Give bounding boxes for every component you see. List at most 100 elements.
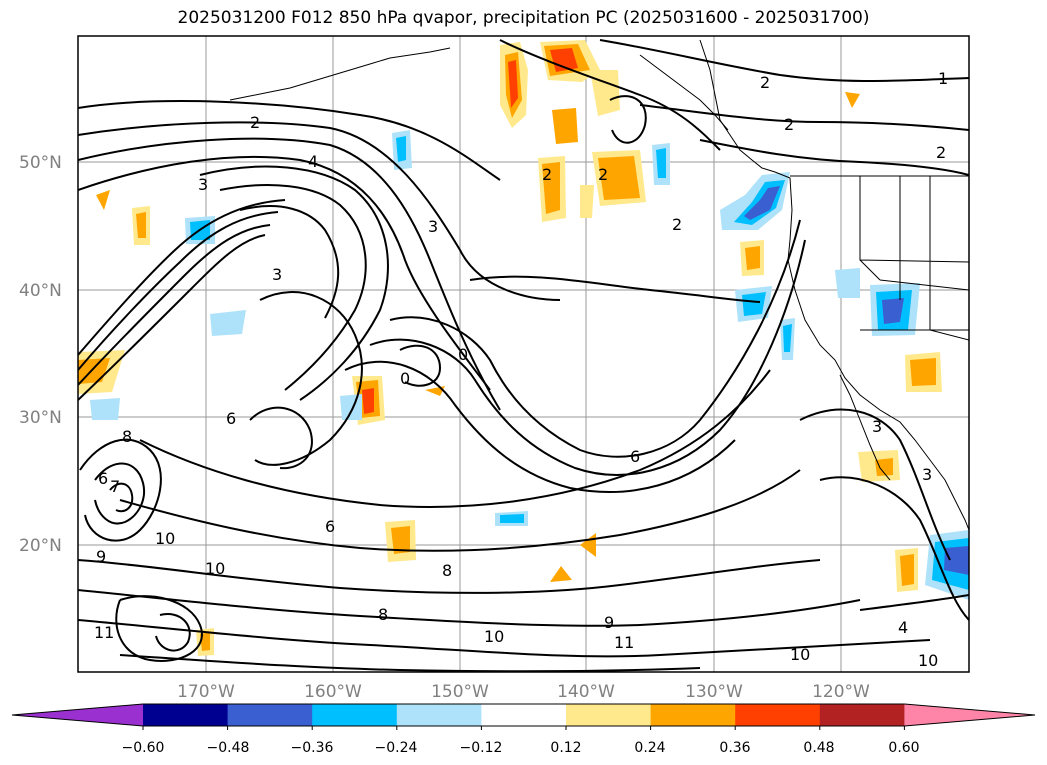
precip-positive-area bbox=[550, 48, 578, 72]
precip-positive-area bbox=[552, 108, 578, 144]
contour-label: 10 bbox=[155, 529, 175, 548]
figure-title: 2025031200 F012 850 hPa qvapor, precipit… bbox=[177, 8, 870, 28]
contour-label: 3 bbox=[922, 465, 932, 484]
precip-positive-area bbox=[910, 358, 936, 386]
contour-label: 3 bbox=[272, 265, 282, 284]
baja-peninsula-coastline bbox=[839, 374, 891, 481]
lat-label: 50°N bbox=[19, 153, 62, 173]
contour-label: 3 bbox=[428, 217, 438, 236]
colorbar-tick-label: 0.60 bbox=[888, 740, 919, 756]
north-america-coastline bbox=[699, 39, 969, 531]
colorbar-tick-label: −0.12 bbox=[460, 740, 503, 756]
contour-line bbox=[79, 438, 162, 542]
contour-labels: 1 2 2 2 2 2 2 2 3 3 3 3 3 4 4 6 6 6 6 7 … bbox=[94, 69, 948, 670]
contour-label: 0 bbox=[400, 369, 410, 388]
precip-positive-area bbox=[900, 554, 914, 586]
contour-label: 7 bbox=[110, 477, 120, 496]
contour-line bbox=[859, 594, 969, 611]
precip-negative-area bbox=[396, 136, 406, 162]
colorbar-segment bbox=[650, 704, 736, 726]
contour-label: 2 bbox=[542, 165, 552, 184]
alaska-panhandle bbox=[639, 54, 729, 131]
contour-label: 6 bbox=[630, 447, 640, 466]
contour-line bbox=[389, 219, 801, 458]
map-panel bbox=[78, 36, 969, 672]
precip-positive-area bbox=[136, 212, 146, 238]
colorbar-segment bbox=[143, 704, 229, 726]
contour-line bbox=[599, 39, 969, 83]
precip-negative-area bbox=[656, 148, 666, 178]
precip-positive-area bbox=[362, 388, 374, 414]
contour-line bbox=[254, 291, 363, 466]
colorbar bbox=[11, 703, 1036, 730]
qvapor-contours bbox=[78, 39, 969, 672]
contour-line bbox=[155, 613, 191, 652]
lon-label: 160°W bbox=[304, 682, 362, 702]
colorbar-segment bbox=[312, 704, 398, 726]
colorbar-ticks: −0.60 −0.48 −0.36 −0.24 −0.12 0.12 0.24 … bbox=[122, 740, 920, 756]
coastline bbox=[229, 39, 969, 531]
contour-label: 6 bbox=[325, 517, 335, 536]
colorbar-tick-label: 0.24 bbox=[634, 740, 665, 756]
precip-negative-area bbox=[210, 310, 246, 336]
precip-positive-area bbox=[96, 190, 110, 210]
contour-label: 8 bbox=[122, 427, 132, 446]
contour-label: 2 bbox=[250, 113, 260, 132]
precip-negative-area bbox=[944, 546, 969, 575]
precip-positive-area bbox=[590, 70, 620, 116]
us-state-borders bbox=[859, 176, 969, 341]
contour-line bbox=[469, 275, 761, 303]
contour-line bbox=[239, 205, 340, 319]
contour-line bbox=[639, 104, 969, 131]
contour-label: 10 bbox=[790, 645, 810, 664]
colorbar-tick-label: −0.24 bbox=[375, 740, 418, 756]
precip-negative-area bbox=[882, 298, 904, 324]
precip-positive-area bbox=[542, 162, 560, 214]
contour-line bbox=[199, 165, 389, 401]
colorbar-segment bbox=[227, 704, 313, 726]
contour-line bbox=[119, 654, 701, 672]
contour-label: 2 bbox=[784, 115, 794, 134]
lon-label: 170°W bbox=[177, 682, 235, 702]
contour-line bbox=[78, 559, 821, 594]
precip-positive-area bbox=[745, 246, 760, 270]
colorbar-tick-label: −0.48 bbox=[207, 740, 250, 756]
contour-line bbox=[344, 360, 736, 493]
precip-negative-area bbox=[783, 324, 792, 352]
lon-label: 150°W bbox=[431, 682, 489, 702]
contour-label: 8 bbox=[378, 605, 388, 624]
contour-line bbox=[819, 476, 969, 621]
contour-line bbox=[78, 589, 861, 627]
colorbar-tick-label: −0.60 bbox=[122, 740, 165, 756]
precip-shading bbox=[78, 40, 969, 656]
contour-label: 10 bbox=[484, 627, 504, 646]
contour-line bbox=[219, 184, 367, 391]
contour-label: 8 bbox=[442, 561, 452, 580]
contour-line bbox=[799, 408, 951, 561]
contour-label: 3 bbox=[872, 417, 882, 436]
contour-line bbox=[78, 211, 279, 371]
contour-line bbox=[499, 39, 721, 151]
contour-label: 10 bbox=[205, 559, 225, 578]
contour-label: 10 bbox=[918, 651, 938, 670]
colorbar-extend-high bbox=[904, 704, 1035, 726]
precip-positive-area bbox=[598, 156, 640, 200]
contour-label: 9 bbox=[96, 547, 106, 566]
colorbar-tick-label: 0.36 bbox=[719, 740, 750, 756]
contour-line bbox=[78, 100, 501, 181]
lon-label: 120°W bbox=[812, 682, 870, 702]
contour-line bbox=[78, 234, 266, 401]
contour-label: 4 bbox=[898, 618, 908, 637]
contour-label: 2 bbox=[672, 215, 682, 234]
aleutian-islands bbox=[229, 47, 451, 101]
contour-line bbox=[78, 224, 271, 386]
colorbar-tick-label: −0.36 bbox=[291, 740, 334, 756]
contour-line bbox=[78, 155, 491, 391]
colorbar-segment bbox=[566, 704, 652, 726]
lon-label: 130°W bbox=[685, 682, 743, 702]
contour-line bbox=[699, 139, 969, 176]
lat-label: 40°N bbox=[19, 281, 62, 301]
contour-label: 6 bbox=[226, 409, 236, 428]
precip-positive-area bbox=[875, 458, 893, 476]
precip-positive-area bbox=[425, 386, 445, 396]
